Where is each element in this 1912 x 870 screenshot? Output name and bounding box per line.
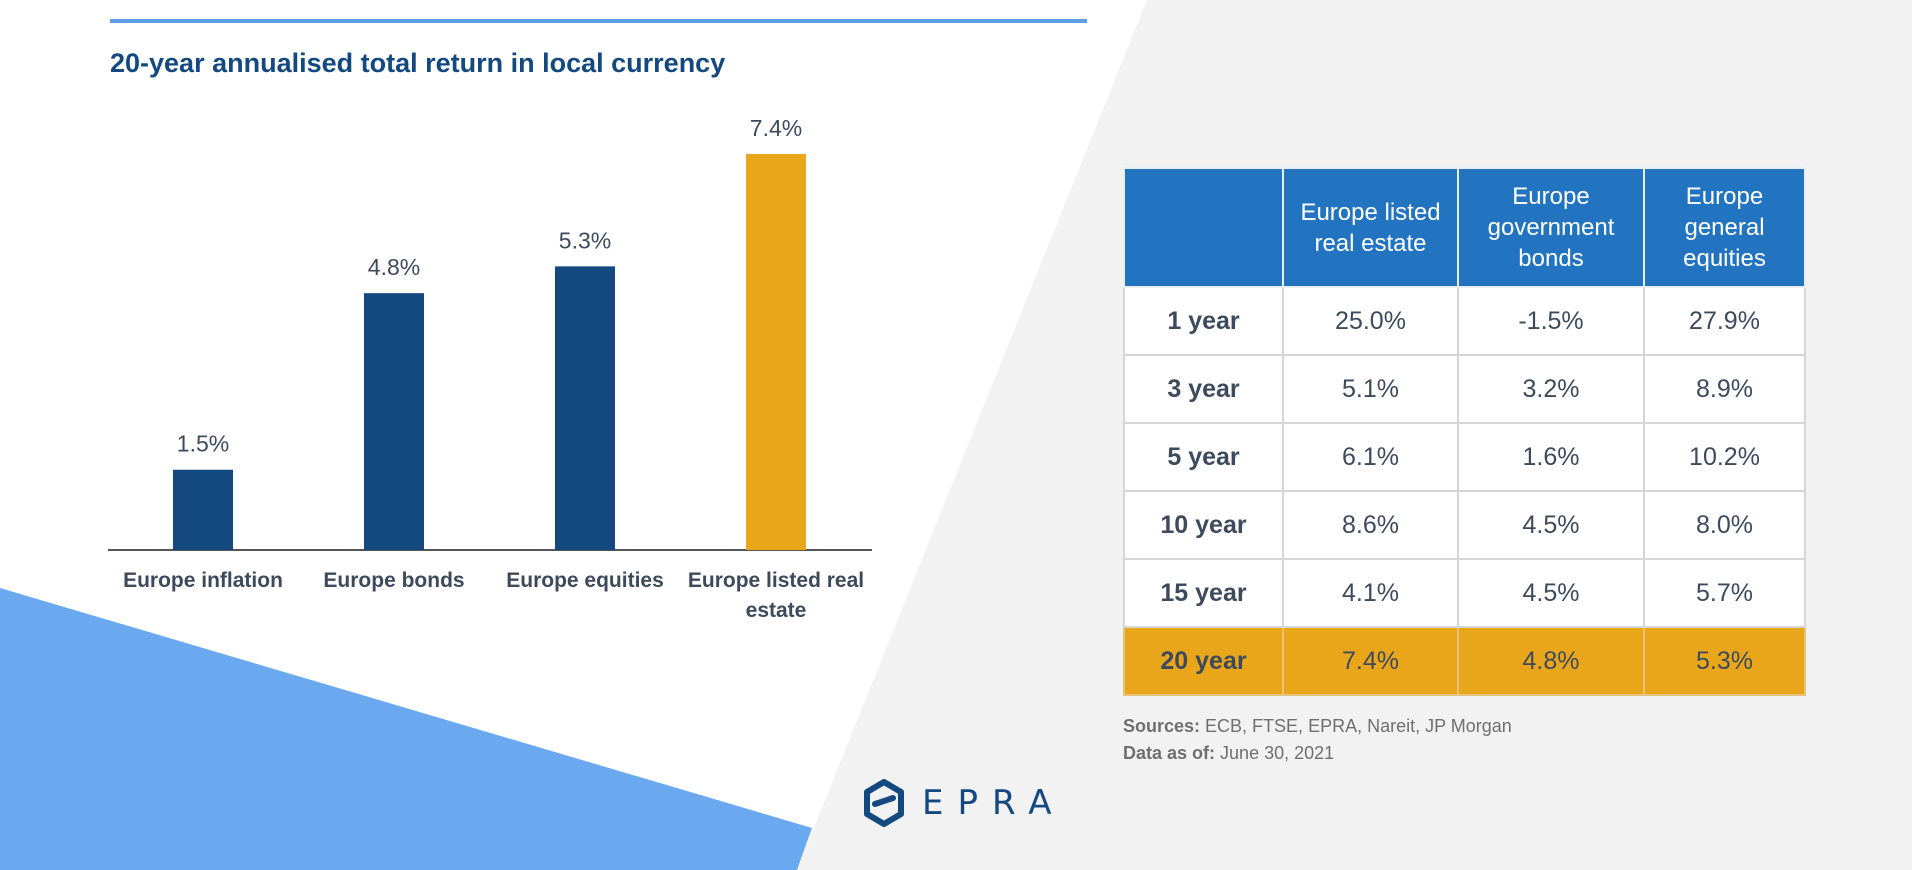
table-row: 15 year 4.1% 4.5% 5.7%: [1123, 558, 1806, 628]
header-cell: Europe government bonds: [1457, 167, 1645, 288]
bar-value-label: 7.4%: [750, 115, 802, 141]
category-label: Europe inflation: [123, 569, 283, 592]
value-cell: 8.0%: [1643, 490, 1806, 560]
value-cell: 5.1%: [1282, 354, 1459, 424]
table-row: 5 year 6.1% 1.6% 10.2%: [1123, 422, 1806, 492]
sources-value: ECB, FTSE, EPRA, Nareit, JP Morgan: [1205, 716, 1512, 736]
header-cell: Europe general equities: [1643, 167, 1806, 288]
top-rule: [110, 19, 1087, 23]
logo-wordmark: EPRA: [922, 783, 1066, 823]
header-cell: Europe listed real estate: [1282, 167, 1459, 288]
category-labels: Europe inflation Europe bonds Europe equit…: [123, 569, 864, 622]
value-cell: 1.6%: [1457, 422, 1645, 492]
value-cell: 25.0%: [1282, 286, 1459, 356]
table-row: 3 year 5.1% 3.2% 8.9%: [1123, 354, 1806, 424]
chart-title: 20-year annualised total return in local…: [110, 48, 726, 78]
value-labels: 1.5% 4.8% 5.3% 7.4%: [177, 115, 802, 457]
value-cell: 8.9%: [1643, 354, 1806, 424]
period-cell: 3 year: [1123, 354, 1284, 424]
value-cell: 27.9%: [1643, 286, 1806, 356]
epra-logo-icon: [864, 779, 904, 827]
date-value: June 30, 2021: [1220, 743, 1335, 763]
sources-note: Sources: ECB, FTSE, EPRA, Nareit, JP Mor…: [1123, 713, 1512, 767]
date-line: Data as of: June 30, 2021: [1123, 740, 1512, 767]
table-body: 1 year 25.0% -1.5% 27.9% 3 year 5.1% 3.2% 8.9% 5…: [1123, 286, 1806, 696]
value-cell: 4.5%: [1457, 490, 1645, 560]
bar: [746, 154, 806, 550]
value-cell: -1.5%: [1457, 286, 1645, 356]
date-label: Data as of:: [1123, 743, 1216, 763]
header-cell-blank: [1123, 167, 1284, 288]
period-cell: 15 year: [1123, 558, 1284, 628]
value-cell: 5.3%: [1643, 626, 1806, 696]
value-cell: 6.1%: [1282, 422, 1459, 492]
table-row: 1 year 25.0% -1.5% 27.9%: [1123, 286, 1806, 356]
bar-value-label: 5.3%: [559, 227, 611, 253]
period-cell: 20 year: [1123, 626, 1284, 696]
epra-logo: EPRA: [862, 778, 1066, 828]
sources-line: Sources: ECB, FTSE, EPRA, Nareit, JP Mor…: [1123, 713, 1512, 740]
period-cell: 10 year: [1123, 490, 1284, 560]
period-cell: 1 year: [1123, 286, 1284, 356]
category-label: Europe bonds: [323, 569, 464, 592]
bars: [173, 154, 806, 550]
table-row: 20 year 7.4% 4.8% 5.3%: [1123, 626, 1806, 696]
bar: [173, 469, 233, 550]
bar-value-label: 1.5%: [177, 431, 229, 457]
sources-label: Sources:: [1123, 716, 1201, 736]
bar: [364, 293, 424, 550]
value-cell: 4.5%: [1457, 558, 1645, 628]
value-cell: 7.4%: [1282, 626, 1459, 696]
bar-value-label: 4.8%: [368, 254, 420, 280]
category-label: Europe listed real estate: [688, 569, 864, 622]
value-cell: 4.8%: [1457, 626, 1645, 696]
value-cell: 4.1%: [1282, 558, 1459, 628]
value-cell: 3.2%: [1457, 354, 1645, 424]
value-cell: 8.6%: [1282, 490, 1459, 560]
value-cell: 5.7%: [1643, 558, 1806, 628]
table-header-row: Europe listed real estate Europe governm…: [1123, 167, 1806, 288]
value-cell: 10.2%: [1643, 422, 1806, 492]
table-row: 10 year 8.6% 4.5% 8.0%: [1123, 490, 1806, 560]
blue-corner-shape: [0, 588, 812, 870]
category-label: Europe equities: [506, 569, 664, 592]
returns-table: Europe listed real estate Europe governm…: [1123, 167, 1806, 696]
bar: [555, 266, 615, 550]
period-cell: 5 year: [1123, 422, 1284, 492]
